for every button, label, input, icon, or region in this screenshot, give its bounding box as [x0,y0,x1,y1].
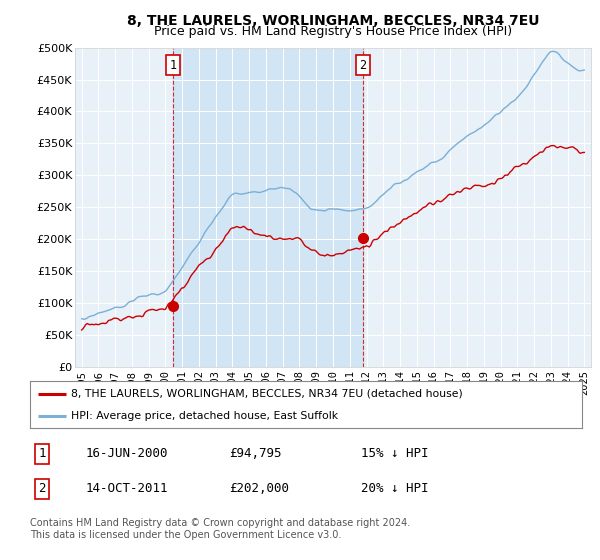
Text: 8, THE LAURELS, WORLINGHAM, BECCLES, NR34 7EU: 8, THE LAURELS, WORLINGHAM, BECCLES, NR3… [127,14,539,28]
Bar [173,48,363,367]
Text: 1: 1 [38,447,46,460]
Text: Contains HM Land Registry data © Crown copyright and database right 2024.
This d: Contains HM Land Registry data © Crown c… [30,518,410,540]
Text: 2: 2 [38,482,46,495]
Text: 16-JUN-2000: 16-JUN-2000 [85,447,168,460]
Text: 2: 2 [359,59,367,72]
Text: 15% ↓ HPI: 15% ↓ HPI [361,447,428,460]
Text: £94,795: £94,795 [229,447,281,460]
Text: 20% ↓ HPI: 20% ↓ HPI [361,482,428,495]
Text: Price paid vs. HM Land Registry's House Price Index (HPI): Price paid vs. HM Land Registry's House … [154,25,512,38]
Text: 8, THE LAURELS, WORLINGHAM, BECCLES, NR34 7EU (detached house): 8, THE LAURELS, WORLINGHAM, BECCLES, NR3… [71,389,463,399]
Text: £202,000: £202,000 [229,482,289,495]
Text: 1: 1 [170,59,177,72]
Text: 14-OCT-2011: 14-OCT-2011 [85,482,168,495]
Text: HPI: Average price, detached house, East Suffolk: HPI: Average price, detached house, East… [71,410,338,421]
